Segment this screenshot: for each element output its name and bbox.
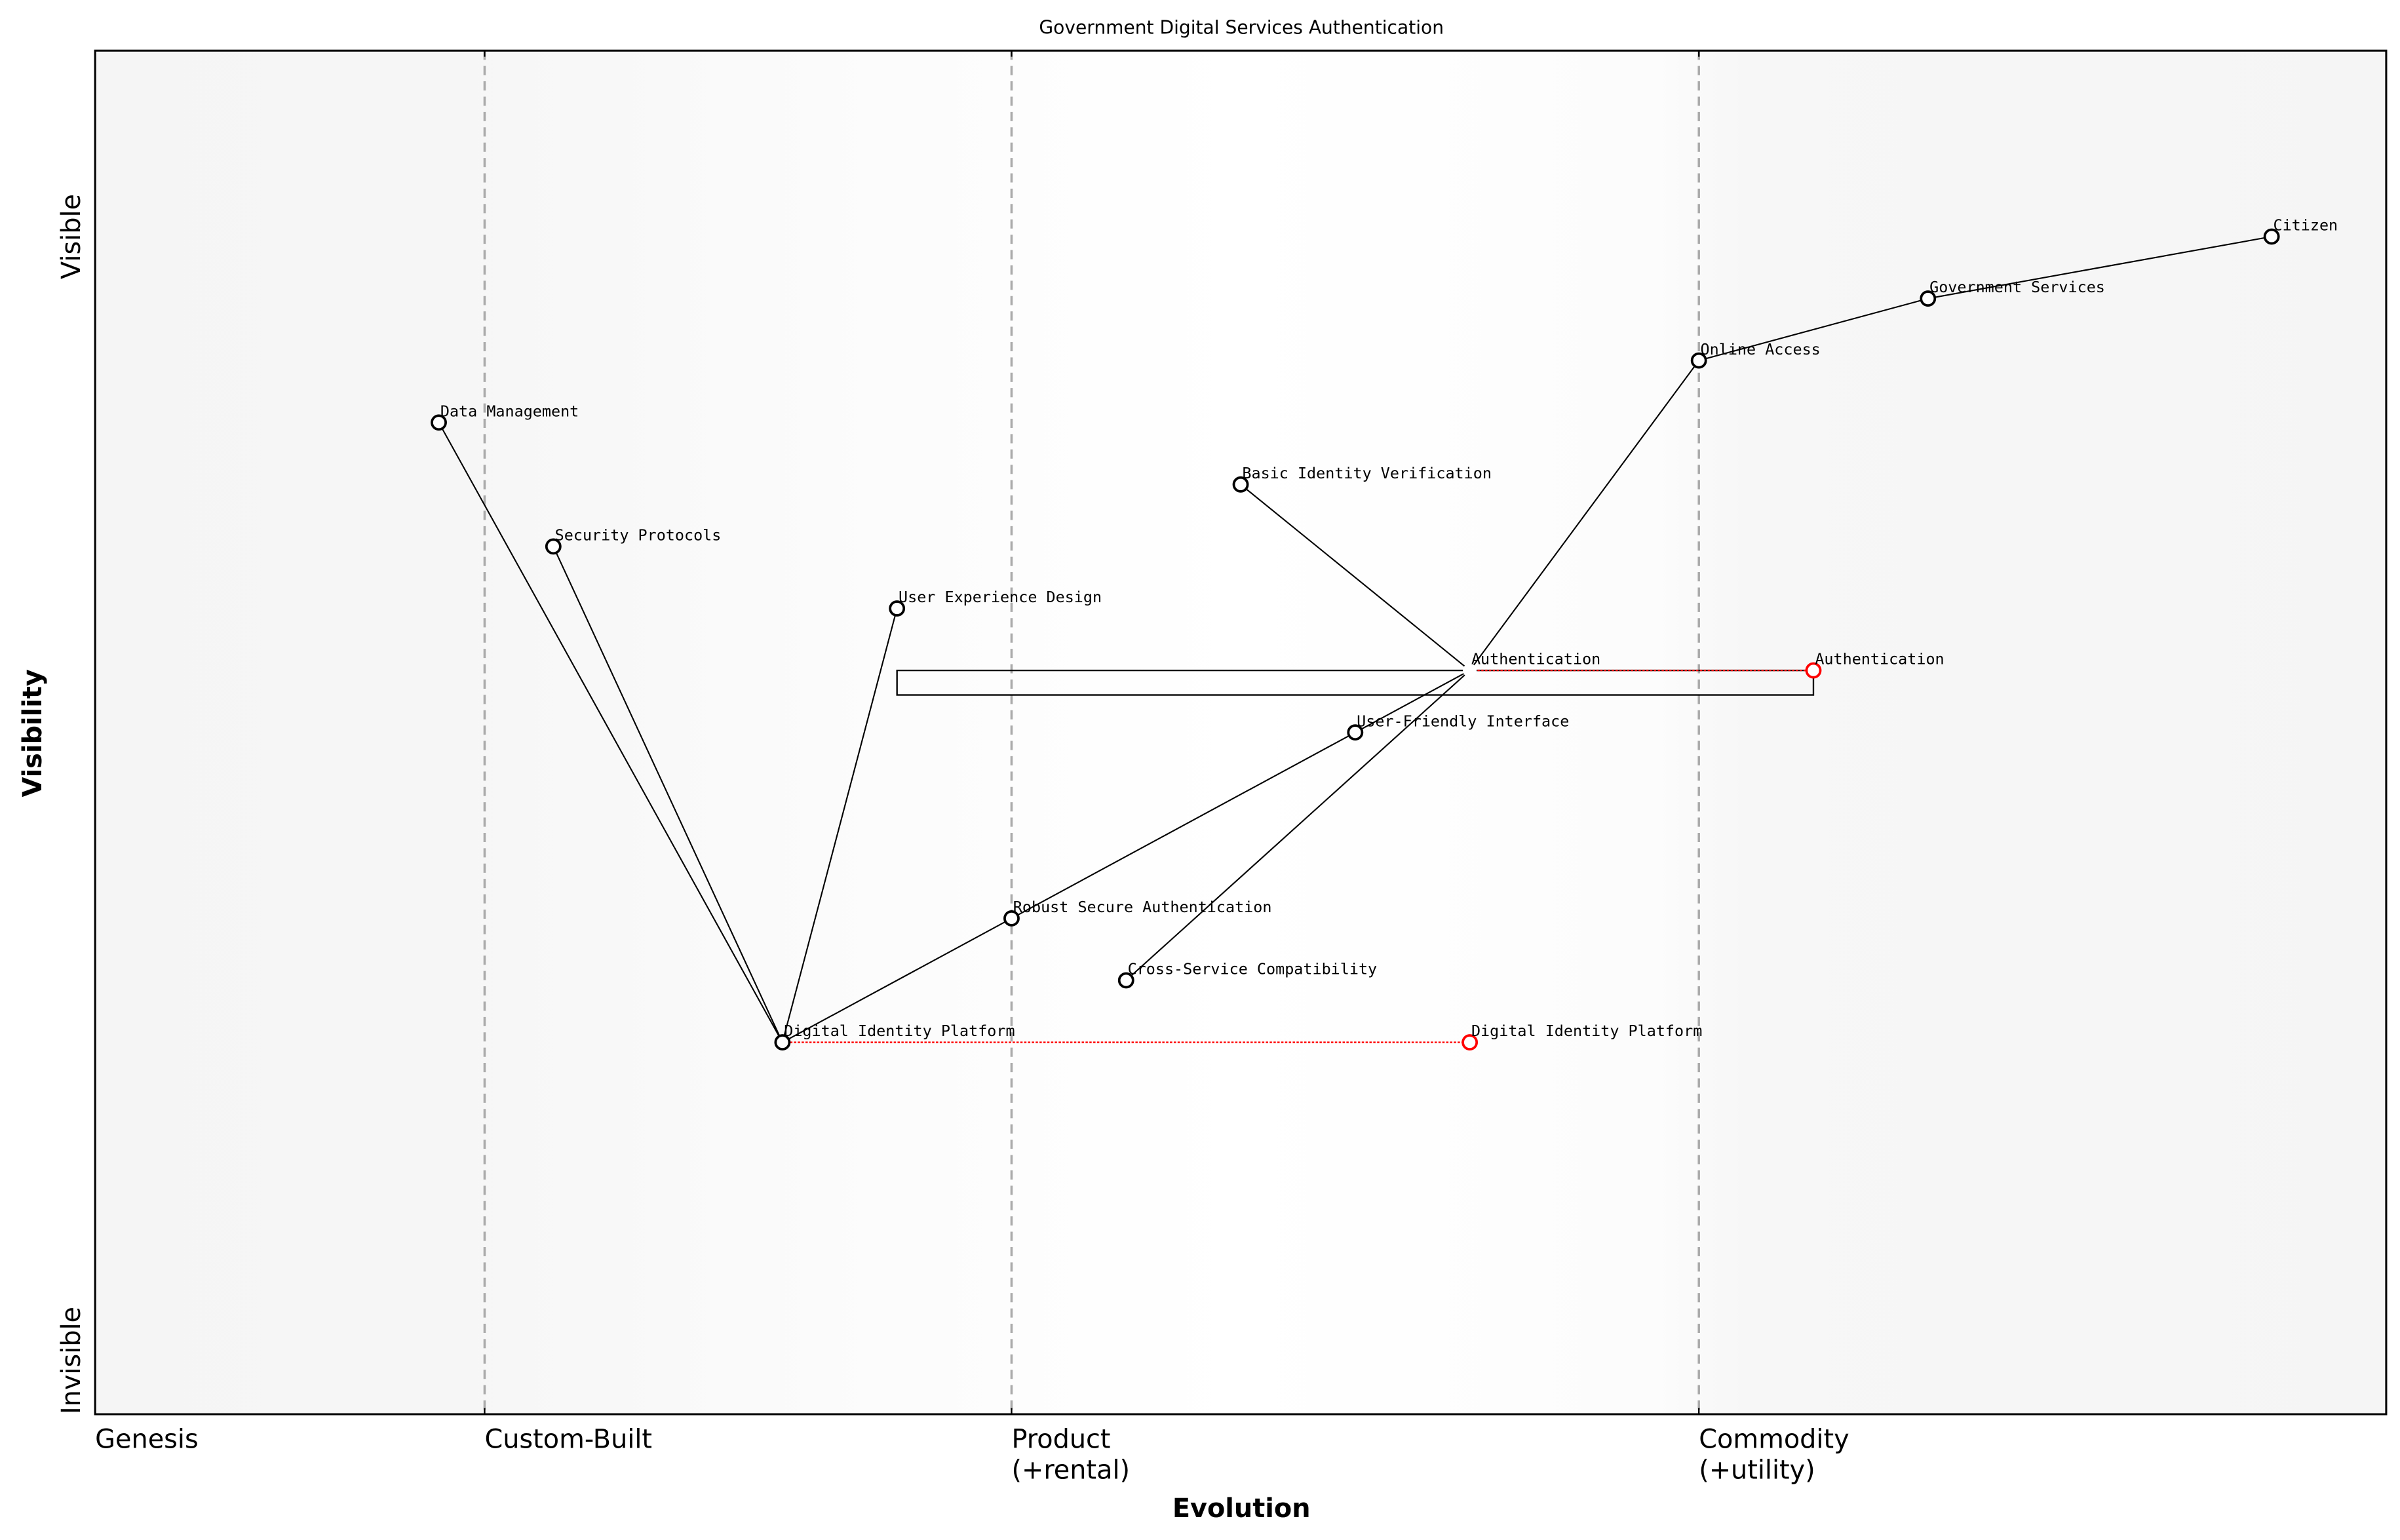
y-axis-label: Visibility — [18, 669, 48, 797]
x-tick-label-line: Product — [1011, 1425, 1110, 1455]
dependency-link — [781, 608, 898, 1043]
x-tick-label-line: (+rental) — [1011, 1455, 1130, 1485]
x-tick-label-line: (+utility) — [1699, 1455, 1815, 1485]
dependency-link — [782, 917, 1012, 1043]
component-label: Basic Identity Verification — [1242, 464, 1492, 482]
x-axis-label: Evolution — [1172, 1493, 1311, 1524]
component-marker — [1232, 476, 1249, 493]
dependency-link — [1355, 670, 1471, 733]
component-marker — [1920, 290, 1937, 307]
component-label: Cross-Service Compatibility — [1128, 960, 1378, 978]
component-label: Citizen — [2273, 216, 2338, 235]
component-marker — [1347, 724, 1364, 741]
dependency-link — [1125, 670, 1471, 981]
component-label: Online Access — [1701, 340, 1821, 358]
evolved-component-marker — [1461, 1034, 1479, 1050]
component-label: Authentication — [1471, 650, 1600, 668]
dependency-link — [1927, 235, 2272, 299]
pipeline-box — [896, 669, 1815, 696]
plot-frame — [94, 49, 2388, 1415]
component-marker — [2263, 228, 2280, 245]
dependency-link — [552, 546, 783, 1043]
component-marker — [1690, 352, 1707, 369]
component-marker — [431, 414, 447, 431]
component-marker-hidden — [1463, 663, 1477, 678]
evolved-component-marker — [1805, 662, 1822, 679]
component-marker — [774, 1034, 791, 1050]
component-label: Robust Secure Authentication — [1013, 898, 1272, 916]
component-marker — [1117, 972, 1134, 989]
plot-background — [95, 50, 2386, 1415]
component-label: User-Friendly Interface — [1357, 712, 1569, 730]
component-label: Digital Identity Platform — [784, 1022, 1015, 1040]
component-marker — [545, 538, 562, 555]
dependency-link — [1011, 731, 1356, 919]
x-tick-label-line: Genesis — [95, 1425, 199, 1455]
dependency-link — [1698, 298, 1929, 362]
evolved-component-label: Authentication — [1815, 650, 1944, 668]
y-tick-label: Invisible — [56, 1307, 87, 1414]
chart-title: Government Digital Services Authenticati… — [1039, 16, 1444, 38]
evolved-component-label: Digital Identity Platform — [1471, 1022, 1702, 1040]
x-tick-label: Custom-Built — [484, 1425, 652, 1455]
y-tick-label: Visible — [56, 194, 87, 279]
x-tick-label-line: Commodity — [1699, 1425, 1849, 1455]
dependency-link — [438, 422, 783, 1043]
x-tick-label: Genesis — [95, 1425, 199, 1455]
component-marker — [889, 600, 906, 617]
x-tick-label: Commodity (+utility) — [1699, 1425, 1849, 1486]
dependency-link — [1469, 360, 1700, 671]
component-label: User Experience Design — [899, 588, 1102, 606]
dependency-link — [1240, 484, 1471, 671]
component-label: Government Services — [1929, 278, 2105, 296]
component-marker — [1003, 910, 1020, 927]
x-tick-label: Product (+rental) — [1011, 1425, 1130, 1486]
component-label: Data Management — [440, 402, 579, 420]
component-label: Security Protocols — [555, 526, 722, 545]
x-tick-label-line: Custom-Built — [484, 1425, 652, 1455]
